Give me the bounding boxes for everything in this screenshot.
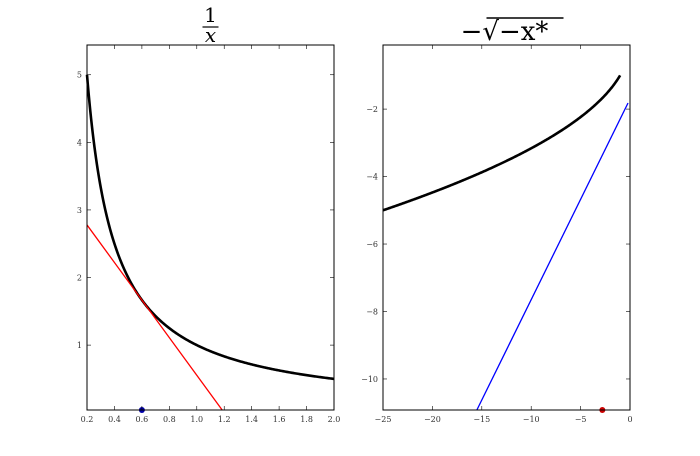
x-tick-label: 1.2 [218,415,231,424]
x-tick-label: 1.6 [273,415,286,424]
chart-title: −√−x* [461,17,549,47]
x-tick-label: 0.2 [81,415,94,424]
y-tick-label: 4 [77,138,82,147]
tangent-line [476,102,629,411]
x-tick-label: −25 [375,415,392,424]
axes-frame [382,44,631,411]
x-tick-label: 0.6 [136,415,149,424]
y-tick-label: −10 [361,375,378,384]
chart-title-numerator: 1 [204,3,217,27]
curve-line [85,74,335,381]
x-tick-label: 2.0 [328,415,341,424]
y-tick-label: −2 [366,105,378,114]
axes-frame [86,44,335,411]
curve-line [382,74,622,212]
x-tick-label: 1.0 [190,415,203,424]
x-tick-label: −10 [523,415,540,424]
chart-title-denominator: x [205,23,216,47]
x-tick-label: 0 [627,415,632,424]
x-tick-label: 0.8 [163,415,176,424]
y-tick-label: 3 [77,206,82,215]
right-plot: −25 −20 −15 −10 −5 0 −2 −4 −6 −8 −10 −√−x* [361,17,632,424]
y-tick-label: −6 [366,240,378,249]
y-tick-label: 5 [77,71,82,80]
x-tick-label: 1.8 [300,415,313,424]
x-tick-label: 1.4 [245,415,258,424]
y-tick-label: −8 [366,307,378,316]
x-tick-label: 0.4 [108,415,121,424]
y-tick-label: 2 [77,274,82,283]
y-tick-label: 1 [77,341,82,350]
tangent-line [86,224,223,411]
x-tick-label: −5 [575,415,587,424]
y-tick-label: −4 [366,173,378,182]
x-tick-label: −15 [473,415,490,424]
x-tick-label: −20 [424,415,441,424]
